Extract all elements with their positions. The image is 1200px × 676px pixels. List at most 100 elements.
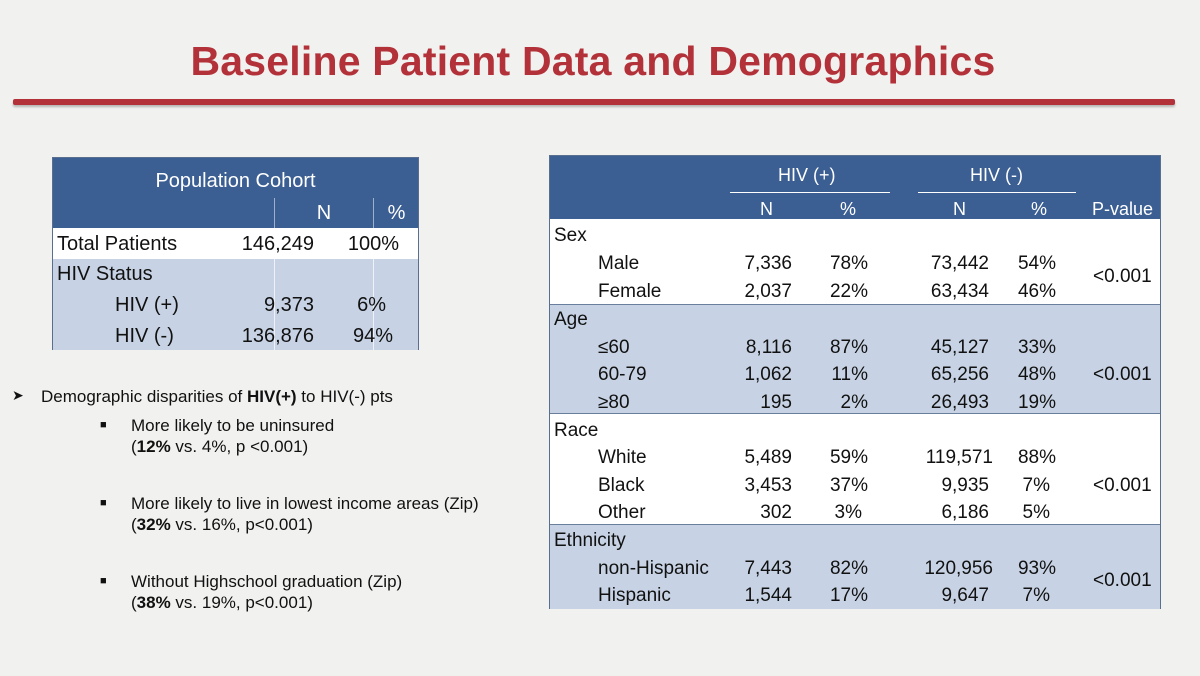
hiv-neg-pct: 7% xyxy=(1022,475,1050,496)
sub-bullet-line2: (12% vs. 4%, p <0.001) xyxy=(131,437,309,456)
hiv-pos-n: 1,062 xyxy=(744,364,792,385)
cohort-row-label: HIV Status xyxy=(57,263,153,285)
sub-bullet-bold: 38% xyxy=(136,593,171,612)
cohort-row-pct: 6% xyxy=(357,294,386,316)
section-ethnicity-bg xyxy=(550,525,1160,609)
arrow-bullet-icon: ➤ xyxy=(12,387,24,403)
hiv-pos-n: 302 xyxy=(760,502,792,523)
p-value: <0.001 xyxy=(1093,266,1152,287)
hiv-neg-n: 119,571 xyxy=(925,447,993,468)
row-label: Black xyxy=(598,475,645,496)
hiv-neg-n: 65,256 xyxy=(930,364,989,385)
demo-col-n: N xyxy=(953,199,966,219)
sub-bullet-line2: (32% vs. 16%, p<0.001) xyxy=(131,515,313,534)
cohort-header-divider xyxy=(274,198,275,228)
demo-hiv-pos-header: HIV (+) xyxy=(778,165,836,185)
p-value: <0.001 xyxy=(1093,570,1152,591)
section-age-bg xyxy=(550,305,1160,413)
demo-col-pct: % xyxy=(840,199,857,219)
cohort-row-label: Total Patients xyxy=(57,233,178,255)
row-label: Hispanic xyxy=(598,585,671,606)
main-bullet-post: to HIV(-) pts xyxy=(296,387,393,406)
hiv-neg-pct: 54% xyxy=(1017,253,1056,274)
sub-bullet-line1: More likely to be uninsured xyxy=(131,416,335,435)
demo-hiv-neg-rule xyxy=(918,192,1076,193)
hiv-neg-pct: 46% xyxy=(1017,281,1056,302)
cohort-row-pct: 100% xyxy=(347,233,399,255)
cohort-row-label: HIV (+) xyxy=(115,294,179,316)
hiv-pos-pct: 78% xyxy=(829,253,868,274)
sub-bullet-rest: vs. 16%, p<0.001) xyxy=(170,515,313,534)
section-race-bg xyxy=(550,414,1160,524)
section-sex-bg xyxy=(550,219,1160,304)
sub-bullet-line1: More likely to live in lowest income are… xyxy=(131,494,479,513)
demo-hiv-pos-rule xyxy=(730,192,890,193)
cohort-col-pct: % xyxy=(387,202,406,224)
cohort-row-bg-blue xyxy=(53,259,418,350)
hiv-neg-pct: 48% xyxy=(1017,364,1056,385)
cohort-row-label: HIV (-) xyxy=(115,325,174,347)
sub-bullet-bold: 12% xyxy=(136,437,171,456)
demo-col-pvalue: P-value xyxy=(1092,199,1154,219)
section-title-ethnicity: Ethnicity xyxy=(554,530,626,551)
hiv-pos-pct: 11% xyxy=(831,364,868,385)
cohort-col-n: N xyxy=(316,202,332,224)
hiv-pos-pct: 59% xyxy=(829,447,868,468)
sub-bullet-rest: vs. 19%, p<0.001) xyxy=(170,593,313,612)
sub-bullet-line2: (38% vs. 19%, p<0.001) xyxy=(131,593,313,612)
section-title-race: Race xyxy=(554,420,599,441)
hiv-pos-pct: 37% xyxy=(829,475,868,496)
hiv-neg-n: 45,127 xyxy=(930,337,989,358)
row-label: Male xyxy=(598,253,640,274)
demo-col-n: N xyxy=(760,199,773,219)
hiv-pos-n: 3,453 xyxy=(744,475,792,496)
hiv-pos-n: 7,336 xyxy=(744,253,792,274)
hiv-pos-n: 195 xyxy=(760,392,792,413)
hiv-pos-pct: 17% xyxy=(829,585,868,606)
cohort-row-n: 136,876 xyxy=(241,325,314,347)
row-label: non-Hispanic xyxy=(598,558,709,579)
p-value: <0.001 xyxy=(1093,475,1152,496)
row-label: ≥80 xyxy=(598,392,630,413)
hiv-neg-n: 63,434 xyxy=(930,281,989,302)
hiv-neg-n: 26,493 xyxy=(930,392,989,413)
hiv-pos-pct: 2% xyxy=(840,392,868,413)
population-cohort-table: Population Cohort N % Total Patients 146… xyxy=(52,157,419,350)
title-underline xyxy=(13,99,1175,105)
row-label: ≤60 xyxy=(598,337,630,358)
hiv-neg-n: 120,956 xyxy=(924,558,993,579)
demo-col-pct: % xyxy=(1031,199,1048,219)
hiv-pos-n: 1,544 xyxy=(744,585,792,606)
cohort-row-n: 9,373 xyxy=(263,294,314,316)
sub-bullet-rest: vs. 4%, p <0.001) xyxy=(170,437,309,456)
hiv-pos-n: 5,489 xyxy=(744,447,792,468)
main-bullet-pre: Demographic disparities of xyxy=(41,387,247,406)
main-bullet-bold: HIV(+) xyxy=(246,387,297,406)
main-bullet-text: Demographic disparities of HIV(+) to HIV… xyxy=(41,387,393,407)
cohort-row-bg-white xyxy=(53,228,418,259)
hiv-neg-pct: 7% xyxy=(1022,585,1050,606)
hiv-neg-n: 73,442 xyxy=(930,253,989,274)
hiv-neg-pct: 19% xyxy=(1017,392,1056,413)
sub-bullet-line1: Without Highschool graduation (Zip) xyxy=(131,572,403,591)
hiv-pos-pct: 3% xyxy=(834,502,862,523)
hiv-neg-pct: 33% xyxy=(1017,337,1056,358)
square-bullet-icon: ■ xyxy=(100,497,107,509)
row-label: Female xyxy=(598,281,662,302)
cohort-header-divider xyxy=(373,198,374,228)
section-title-sex: Sex xyxy=(554,225,587,246)
sub-bullet-bold: 32% xyxy=(136,515,171,534)
hiv-neg-pct: 5% xyxy=(1022,502,1050,523)
hiv-pos-pct: 87% xyxy=(829,337,868,358)
hiv-neg-pct: 88% xyxy=(1017,447,1056,468)
hiv-pos-pct: 22% xyxy=(829,281,868,302)
section-divider xyxy=(550,304,1160,305)
cohort-body-divider xyxy=(373,259,374,350)
demo-header xyxy=(550,156,1160,219)
hiv-pos-pct: 82% xyxy=(829,558,868,579)
square-bullet-icon: ■ xyxy=(100,575,107,587)
hiv-pos-n: 7,443 xyxy=(744,558,792,579)
hiv-pos-n: 2,037 xyxy=(744,281,792,302)
cohort-body-divider xyxy=(274,259,275,350)
